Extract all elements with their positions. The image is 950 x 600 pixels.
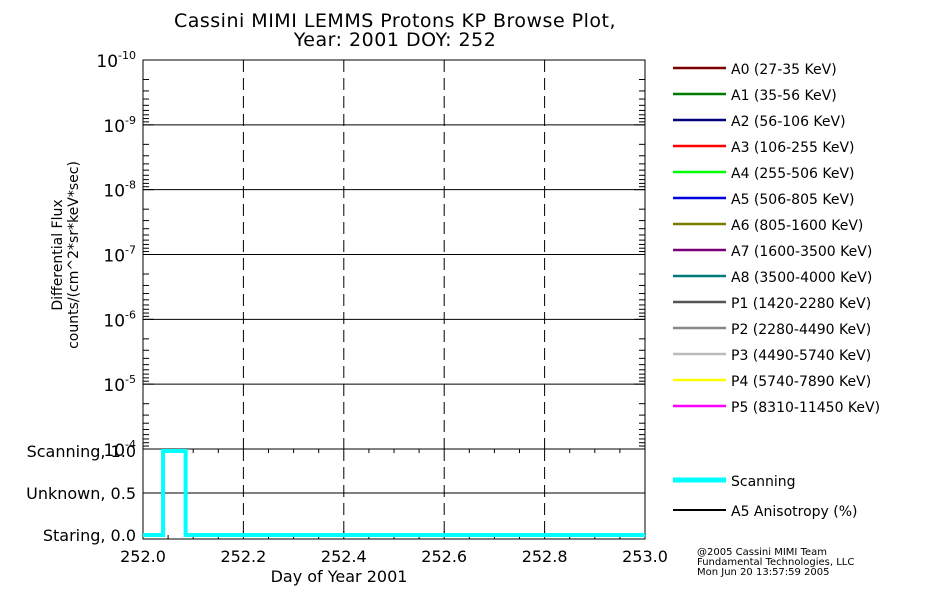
legend-label-2: A2 (56-106 KeV) xyxy=(731,114,846,130)
legend-label-10: P2 (2280-4490 KeV) xyxy=(731,322,871,338)
y-tick-label: 10-6 xyxy=(103,308,136,331)
y-tick-label: 10-7 xyxy=(103,244,136,267)
legend-label-12: P4 (5740-7890 KeV) xyxy=(731,374,871,390)
footer-timestamp: Mon Jun 20 13:57:59 2005 xyxy=(697,567,830,578)
y-axis-label-line1: Differential Flux xyxy=(50,199,66,310)
chart-title-line1: Cassini MIMI LEMMS Protons KP Browse Plo… xyxy=(173,10,617,32)
legend-label-1: A1 (35-56 KeV) xyxy=(731,88,837,104)
y-tick-label: 10-5 xyxy=(103,373,136,396)
legend-label-5: A5 (506-805 KeV) xyxy=(731,192,854,208)
footer-copyright: @2005 Cassini MIMI Team xyxy=(697,547,827,558)
y-axis-label-line2: counts/(cm^2*sr*keV*sec) xyxy=(66,161,82,349)
y-tick-label: 10-10 xyxy=(96,49,136,72)
legend-label-3: A3 (106-255 KeV) xyxy=(731,140,854,156)
x-tick-label: 252.4 xyxy=(321,547,367,566)
y-tick-label-lower: Unknown, 0.5 xyxy=(26,484,136,503)
y-tick-label: 10-4 xyxy=(103,438,136,461)
legend-label-11: P3 (4490-5740 KeV) xyxy=(731,348,871,364)
y-tick-label: 10-8 xyxy=(103,179,136,202)
y-tick-label-lower: Scanning, 1.0 xyxy=(27,442,136,461)
y-tick-label-lower: Staring, 0.0 xyxy=(43,526,136,545)
legend-label-4: A4 (255-506 KeV) xyxy=(731,166,854,182)
x-tick-label: 252.6 xyxy=(421,547,467,566)
legend-label-9: P1 (1420-2280 KeV) xyxy=(731,296,871,312)
footer-company: Fundamental Technologies, LLC xyxy=(697,557,855,568)
x-tick-label: 252.8 xyxy=(522,547,568,566)
legend-label-0: A0 (27-35 KeV) xyxy=(731,62,837,78)
legend-label-13: P5 (8310-11450 KeV) xyxy=(731,400,880,416)
x-tick-label: 252.0 xyxy=(120,547,166,566)
legend-lower-label-0: Scanning xyxy=(731,474,796,490)
legend-lower-label-1: A5 Anisotropy (%) xyxy=(731,504,858,520)
x-tick-label: 252.2 xyxy=(220,547,266,566)
legend-label-7: A7 (1600-3500 KeV) xyxy=(731,244,872,260)
x-tick-label: 253.0 xyxy=(622,547,668,566)
y-tick-label: 10-9 xyxy=(103,114,136,137)
lower-plot-frame xyxy=(142,448,646,540)
scanning-series-line xyxy=(143,449,645,537)
chart-title-line2: Year: 2001 DOY: 252 xyxy=(293,29,497,51)
x-axis-label: Day of Year 2001 xyxy=(271,567,408,586)
legend-label-6: A6 (805-1600 KeV) xyxy=(731,218,863,234)
legend-label-8: A8 (3500-4000 KeV) xyxy=(731,270,872,286)
